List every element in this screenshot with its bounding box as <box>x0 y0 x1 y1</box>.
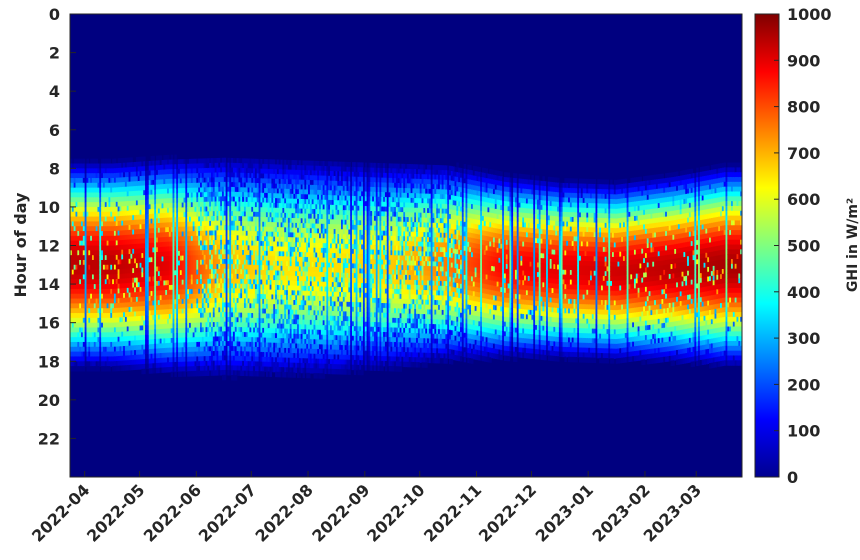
heatmap-cell <box>167 155 169 160</box>
heatmap-cell <box>130 157 132 162</box>
heatmap-cell <box>152 156 154 161</box>
heatmap-cell <box>171 372 173 377</box>
heatmap-cell <box>174 155 176 160</box>
heatmap-cell <box>86 159 88 164</box>
heatmap-cell <box>262 371 264 376</box>
heatmap-cell <box>270 372 272 377</box>
heatmap-cell <box>143 157 145 162</box>
heatmap-cell <box>171 155 173 160</box>
heatmap-cell <box>184 371 186 376</box>
heatmap-cell <box>108 159 110 164</box>
heatmap-cell <box>83 159 85 164</box>
heatmap-cell <box>114 159 116 164</box>
heatmap-cell <box>97 366 99 371</box>
heatmap-cell <box>83 366 85 371</box>
heatmap-cell <box>108 366 110 371</box>
heatmap-cell <box>174 372 176 377</box>
heatmap-cell <box>235 375 237 380</box>
heatmap-cell <box>224 158 226 163</box>
heatmap-cells <box>70 14 743 477</box>
heatmap-cell <box>143 369 145 374</box>
heatmap-cell <box>224 375 226 380</box>
heatmap-cell <box>160 155 162 160</box>
heatmap-cell <box>96 159 98 164</box>
